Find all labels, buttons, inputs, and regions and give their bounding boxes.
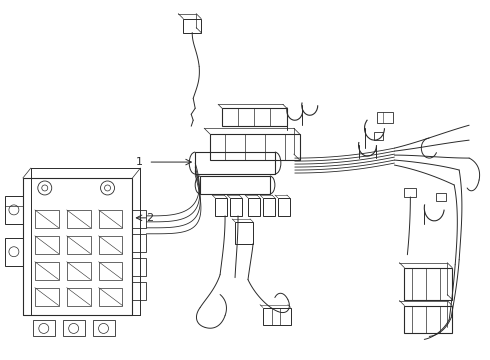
Bar <box>98 210 122 228</box>
Bar <box>63 320 85 336</box>
Text: 2: 2 <box>146 213 153 223</box>
Bar <box>67 262 91 280</box>
Bar <box>248 198 260 216</box>
Bar <box>373 132 384 140</box>
Bar <box>132 258 147 276</box>
Bar <box>5 238 23 266</box>
Bar <box>132 210 147 228</box>
Bar <box>33 320 55 336</box>
Bar <box>377 112 393 123</box>
Bar <box>404 188 416 197</box>
Bar <box>263 307 291 325</box>
Bar <box>215 198 227 216</box>
Bar <box>23 178 132 315</box>
Bar <box>67 288 91 306</box>
Bar <box>5 196 23 224</box>
Bar <box>200 176 270 194</box>
Bar <box>183 19 201 32</box>
Bar <box>98 236 122 254</box>
Bar <box>132 282 147 300</box>
Bar <box>35 236 59 254</box>
Bar <box>35 262 59 280</box>
Bar <box>230 198 242 216</box>
Bar <box>278 198 290 216</box>
Bar <box>67 210 91 228</box>
Bar <box>98 262 122 280</box>
Bar <box>222 108 287 126</box>
Bar <box>93 320 115 336</box>
Text: 1: 1 <box>135 157 143 167</box>
Bar <box>235 222 253 244</box>
Bar <box>436 193 446 201</box>
Bar <box>35 210 59 228</box>
Bar <box>404 306 452 333</box>
Bar <box>98 288 122 306</box>
Bar <box>404 268 452 300</box>
Bar <box>132 234 147 252</box>
Bar <box>67 236 91 254</box>
Bar <box>263 198 275 216</box>
Bar <box>35 288 59 306</box>
Bar <box>210 134 300 160</box>
Bar <box>195 152 275 174</box>
